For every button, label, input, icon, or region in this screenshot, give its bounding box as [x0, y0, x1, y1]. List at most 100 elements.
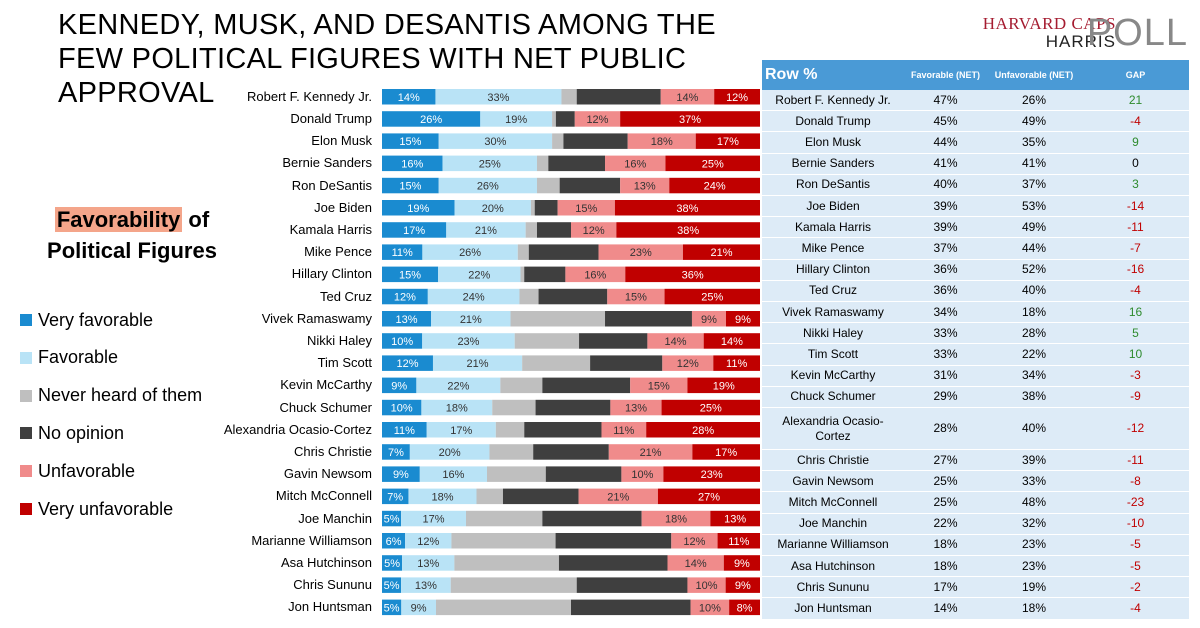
- bar-segment-never-heard: [514, 333, 580, 349]
- bar-segment-very-unfavorable: [663, 466, 760, 482]
- bar-data-label: 19%: [505, 114, 527, 126]
- bar-data-label: 5%: [384, 514, 400, 526]
- table-cell-gap: -16: [1126, 262, 1145, 277]
- table-cell-gap: -14: [1126, 198, 1145, 213]
- bar-data-label: 5%: [384, 558, 400, 570]
- figure-name-label: Mike Pence: [304, 244, 372, 260]
- figure-name-label: Donald Trump: [290, 110, 372, 126]
- bar-data-label: 12%: [586, 114, 608, 126]
- bar-segment-very-unfavorable: [646, 422, 760, 438]
- bar-segment-very-unfavorable: [620, 111, 760, 127]
- bar-segment-favorable: [401, 599, 436, 616]
- bar-data-label: 26%: [420, 114, 442, 126]
- bar-segment-no-opinion: [535, 399, 611, 416]
- bar-segment-no-opinion: [563, 133, 628, 149]
- bar-segment-never-heard: [536, 177, 560, 194]
- legend-label: Very unfavorable: [38, 498, 174, 519]
- legend-label: Favorable: [38, 347, 119, 368]
- bar-data-label: 10%: [696, 580, 718, 592]
- bar-segment-very-favorable: [382, 510, 402, 527]
- bar-data-label: 21%: [710, 247, 732, 259]
- bar-segment-unfavorable: [667, 555, 724, 571]
- bar-data-label: 20%: [439, 447, 461, 459]
- table-cell-name: Kamala Harris: [794, 219, 872, 234]
- bar-segment-very-favorable: [382, 155, 443, 172]
- table-row: Robert F. Kennedy Jr. 47% 26% 21: [762, 90, 1189, 112]
- bar-data-label: 21%: [460, 314, 482, 326]
- bar-segment-no-opinion: [605, 311, 692, 327]
- bar-segment-very-unfavorable: [669, 177, 760, 194]
- table-cell-name: Bernie Sanders: [791, 156, 875, 171]
- bar-segment-favorable: [422, 333, 515, 349]
- bar-segment-no-opinion: [502, 488, 579, 505]
- table-row: Nikki Haley 33% 28% 5: [762, 323, 1189, 345]
- table-cell-favorable: 41%: [933, 156, 958, 171]
- bar-segment-never-heard: [519, 288, 539, 305]
- bar-segment-unfavorable: [647, 333, 704, 349]
- table-cell-favorable: 18%: [933, 537, 958, 552]
- table-cell-name: Chris Sununu: [796, 579, 870, 594]
- bar-data-label: 11%: [394, 425, 415, 437]
- table-cell-gap: -9: [1130, 389, 1141, 404]
- table-cell-unfavorable: 34%: [1021, 368, 1047, 383]
- table-cell-favorable: 28%: [933, 421, 958, 435]
- table-row: Kevin McCarthy 31% 34% -3: [762, 365, 1189, 387]
- table-cell-unfavorable: 32%: [1021, 516, 1047, 531]
- table-cell-name: Hillary Clinton: [795, 262, 871, 277]
- bar-segment-unfavorable: [671, 533, 718, 549]
- legend-label: Never heard of them: [38, 385, 203, 406]
- table-row: Joe Biden 39% 53% -14: [762, 196, 1189, 218]
- bar-data-label: 9%: [734, 558, 750, 570]
- bar-data-label: 12%: [394, 292, 416, 304]
- table-cell-unfavorable: 37%: [1021, 177, 1047, 192]
- bar-data-label: 9%: [393, 469, 409, 481]
- bar-data-label: 10%: [699, 602, 721, 614]
- bar-segment-no-opinion: [533, 444, 609, 460]
- bar-data-label: 24%: [463, 292, 485, 304]
- figure-name-label: Robert F. Kennedy Jr.: [246, 88, 372, 104]
- table-cell-gap: 21: [1128, 92, 1143, 107]
- legend-swatch: [20, 314, 32, 326]
- table-cell-name: Ron DeSantis: [795, 177, 871, 192]
- bar-segment-never-heard: [552, 133, 564, 149]
- bar-segment-unfavorable: [605, 155, 666, 172]
- table-cell-name: Tim Scott: [807, 346, 859, 361]
- table-cell-unfavorable: 28%: [1021, 325, 1047, 340]
- bar-segment-very-favorable: [382, 422, 427, 438]
- bar-data-label: 23%: [701, 469, 723, 481]
- table-cell-unfavorable: 52%: [1021, 262, 1047, 277]
- bar-segment-very-unfavorable: [714, 89, 760, 105]
- bar-data-label: 12%: [683, 536, 705, 548]
- bar-data-label: 14%: [685, 558, 707, 570]
- bar-segment-never-heard: [487, 466, 546, 482]
- figure-name-label: Bernie Sanders: [282, 155, 372, 171]
- legend-swatch: [20, 351, 32, 364]
- bar-data-label: 16%: [401, 158, 423, 170]
- bar-segment-favorable: [416, 377, 501, 394]
- bar-segment-favorable: [421, 399, 493, 416]
- table-cell-gap: 3: [1132, 177, 1139, 192]
- legend-swatch: [20, 465, 32, 478]
- bar-segment-unfavorable: [691, 311, 726, 327]
- bar-segment-never-heard: [525, 222, 537, 238]
- bar-segment-no-opinion: [571, 599, 691, 616]
- bar-segment-never-heard: [436, 599, 571, 616]
- table-row: Ted Cruz 36% 40% -4: [762, 280, 1189, 302]
- bar-data-label: 15%: [648, 380, 670, 392]
- table-cell-unfavorable: 39%: [1021, 452, 1047, 467]
- bar-segment-very-unfavorable: [723, 555, 760, 571]
- bar-segment-no-opinion: [548, 155, 606, 172]
- bar-data-label: 12%: [726, 92, 748, 104]
- bar-segment-favorable: [408, 488, 477, 505]
- table-cell-gap: -2: [1130, 579, 1141, 594]
- bar-data-label: 13%: [724, 514, 746, 526]
- bar-segment-unfavorable: [690, 599, 730, 616]
- bar-segment-never-heard: [451, 533, 556, 549]
- table-cell-unfavorable: 26%: [1021, 92, 1047, 107]
- table-cell-gap: -11: [1127, 219, 1144, 234]
- side-title-highlight: Favorability: [54, 207, 183, 232]
- bar-segment-unfavorable: [630, 377, 688, 394]
- figure-name-label: Elon Musk: [311, 133, 372, 149]
- table-cell-gap: 16: [1128, 304, 1143, 319]
- bar-segment-very-favorable: [382, 89, 436, 105]
